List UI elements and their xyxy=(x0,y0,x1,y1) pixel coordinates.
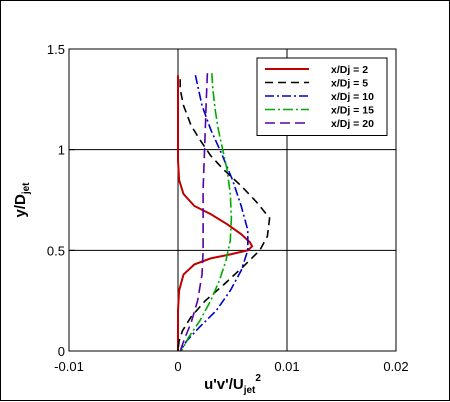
y-tick-label: 0.5 xyxy=(47,243,65,258)
plot-border xyxy=(68,48,397,352)
y-tick-label: 1.5 xyxy=(47,42,65,57)
x-tick-label: 0.02 xyxy=(383,359,408,374)
y-axis-title: y/Djet xyxy=(12,182,32,218)
x-tick-label: 0.01 xyxy=(274,359,299,374)
x-axis-title-sub: jet xyxy=(243,385,256,396)
series-lines xyxy=(177,73,271,352)
legend-label-3: x/Dj = 10 xyxy=(331,91,374,103)
legend: x/Dj = 2 x/Dj = 5x/Dj = 10 x/Dj = 15x/Dj =… xyxy=(256,57,388,136)
y-axis-title-main: y/D xyxy=(12,194,29,218)
series-line-3 xyxy=(179,75,249,352)
x-tick-label: -0.01 xyxy=(54,359,84,374)
x-axis-title-main: u'v'/U xyxy=(204,376,244,393)
legend-label-4: x/Dj = 15 xyxy=(331,105,374,117)
y-tick-label: 0 xyxy=(58,344,65,359)
series-line-4 xyxy=(180,73,233,352)
y-axis-title-sub: jet xyxy=(21,182,32,195)
x-tick-label: 0 xyxy=(174,359,181,374)
x-axis-title: u'v'/Ujet2 xyxy=(204,373,261,396)
legend-label-1: x/Dj = 2 xyxy=(331,64,368,76)
series-line-1 xyxy=(177,75,254,351)
x-axis-title-sup: 2 xyxy=(255,373,261,384)
series-line-2 xyxy=(177,79,271,352)
y-tick-label: 1 xyxy=(58,143,65,158)
legend-label-5: x/Dj = 20 xyxy=(331,118,374,130)
series-line-5 xyxy=(179,73,209,352)
legend-label-2: x/Dj = 5 xyxy=(331,78,368,90)
